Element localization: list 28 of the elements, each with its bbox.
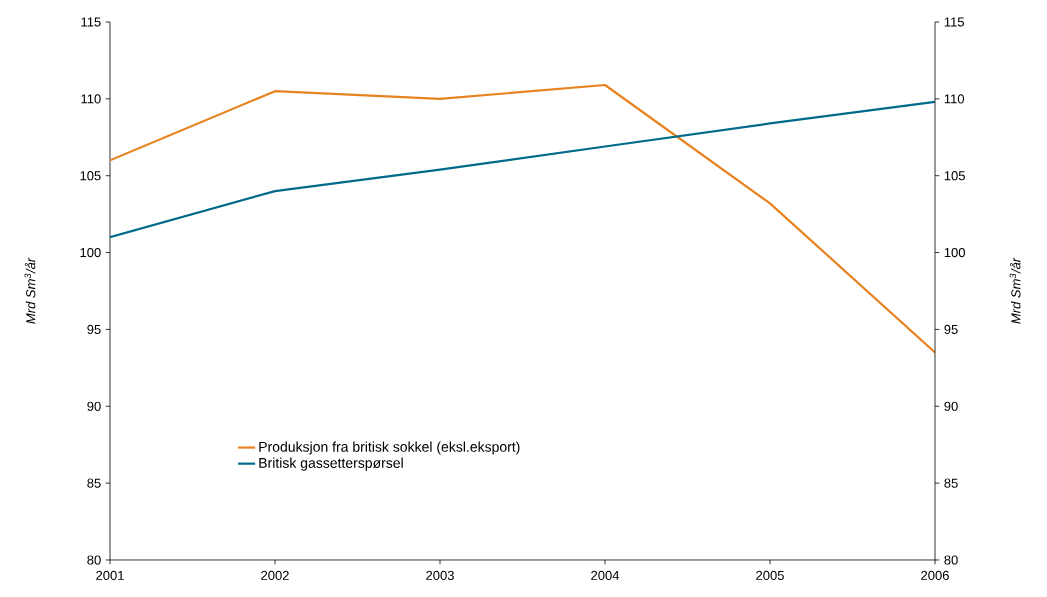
y-tick-label: 110 [81, 94, 101, 104]
y-tick-label: 105 [80, 171, 101, 181]
y2-tick-label: 110 [944, 94, 965, 104]
y-tick-label: 100 [80, 247, 101, 258]
x-tick-label: 2001 [96, 570, 124, 580]
y-tick-label: 115 [81, 17, 101, 27]
y-tick-label: 85 [87, 478, 101, 488]
legend-label: Britisk gassetterspørsel [259, 457, 403, 471]
line-series [110, 83, 935, 354]
y-tick-label: 95 [87, 324, 101, 335]
x-tick-label: 2002 [261, 570, 289, 580]
y2-tick-label: 95 [944, 324, 958, 335]
y2-tick-label: 80 [944, 555, 958, 565]
y2-tick-label: 115 [944, 17, 964, 27]
x-tick-label: 2006 [921, 570, 949, 580]
x-tick-label: 2005 [756, 570, 784, 580]
y2-tick-label: 100 [944, 247, 965, 258]
y2-tick-label: 85 [944, 478, 958, 488]
y-tick-label: 80 [87, 555, 101, 565]
y-axis-title: Mrd Sm$^{3}$/år [24, 257, 36, 324]
y2-tick-label: 90 [944, 401, 958, 411]
line-series [110, 100, 935, 239]
x-tick-label: 2004 [591, 570, 620, 580]
y2-axis-title: Mrd Sm$^{3}$/år [1009, 257, 1021, 324]
legend-label: Produksjon fra britisk sokkel (eksl.eksport) [259, 441, 520, 455]
y2-tick-label: 105 [944, 171, 965, 181]
y-tick-label: 90 [87, 401, 101, 411]
x-tick-label: 2003 [426, 570, 454, 580]
